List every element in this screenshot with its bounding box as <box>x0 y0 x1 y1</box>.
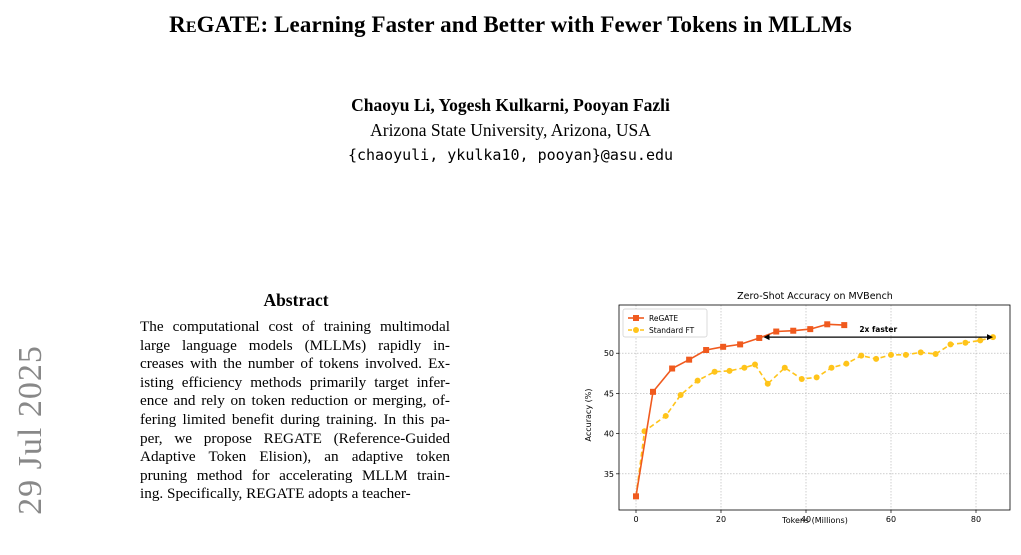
standard-ft-point <box>741 364 748 371</box>
affiliation: Arizona State University, Arizona, USA <box>370 120 651 140</box>
standard-ft-point <box>843 360 850 367</box>
regate-point <box>773 328 780 335</box>
legend-marker-0 <box>633 315 639 321</box>
standard-ft-point <box>677 392 684 399</box>
x-tick-label: 60 <box>886 515 896 524</box>
y-tick-label: 40 <box>604 430 614 439</box>
standard-ft-point <box>902 351 909 358</box>
abstract-line: isting efficiency methods primarily targ… <box>140 373 450 391</box>
series-line-0 <box>635 323 845 497</box>
abstract-line: per, we propose REGATE (Reference-Guided <box>140 429 450 447</box>
x-tick-label: 40 <box>801 515 811 524</box>
chart-title: Zero-Shot Accuracy on MVBench <box>737 291 893 302</box>
regate-point <box>650 388 656 395</box>
standard-ft-point <box>932 351 939 358</box>
regate-point <box>737 341 744 348</box>
title-rest: GATE: Learning Faster and Better with Fe… <box>196 12 852 37</box>
standard-ft-point <box>764 380 771 387</box>
standard-ft-point <box>798 375 805 382</box>
standard-ft-point <box>990 334 996 341</box>
standard-ft-point <box>813 374 820 381</box>
standard-ft-point <box>726 367 733 374</box>
x-tick-label: 20 <box>716 515 726 524</box>
legend: ReGATE Standard FT <box>622 308 708 338</box>
standard-ft-point <box>977 337 984 344</box>
standard-ft-point <box>947 341 954 348</box>
standard-ft-point <box>828 364 835 371</box>
annotation-layer: 2x faster <box>763 325 993 341</box>
regate-point <box>841 322 848 329</box>
y-tick-label: 35 <box>604 470 614 479</box>
grid-lines <box>619 305 1010 510</box>
regate-point <box>720 343 727 350</box>
regate-point <box>824 321 831 328</box>
plot-frame <box>618 304 1011 511</box>
speedup-annotation-label: 2x faster <box>859 325 897 334</box>
accuracy-figure: Zero-Shot Accuracy on MVBench 2x faster … <box>560 282 1020 532</box>
regate-point <box>669 365 676 372</box>
abstract-heading: Abstract <box>263 290 329 310</box>
paper-title: ReGATE: Learning Faster and Better with … <box>0 12 1021 38</box>
abstract-line: large language models (MLLMs) rapidly in… <box>140 336 450 354</box>
y-tick-label: 50 <box>604 349 614 358</box>
title-small-caps: e <box>185 12 197 37</box>
standard-ft-point <box>873 355 880 362</box>
arxiv-date-stamp: 29 Jul 2025 <box>12 345 49 515</box>
x-axis-label: Tokens (Millions) <box>781 516 848 525</box>
author-emails: {chaoyuli, ykulka10, pooyan}@asu.edu <box>347 146 674 164</box>
abstract-line: ing. Specifically, REGATE adopts a teach… <box>140 485 411 503</box>
abstract-body: The computational cost of training multi… <box>140 318 450 555</box>
standard-ft-point <box>662 412 669 419</box>
regate-point <box>756 334 763 341</box>
speedup-arrow-right-head <box>987 334 993 341</box>
standard-ft-point <box>917 349 924 356</box>
title-lead-caps: R <box>169 12 186 37</box>
regate-point <box>686 356 693 363</box>
accuracy-chart: Zero-Shot Accuracy on MVBench 2x faster … <box>584 291 1011 525</box>
abstract-line: fering limited benefit during training. … <box>140 410 450 428</box>
regate-point <box>703 347 710 354</box>
standard-ft-point <box>888 351 894 358</box>
standard-ft-point <box>752 361 758 368</box>
abstract-line: Adaptive Token Elision), an adaptive tok… <box>140 448 450 466</box>
standard-ft-point <box>858 352 865 359</box>
legend-label-0: ReGATE <box>649 314 678 323</box>
x-tick-label: 80 <box>971 515 981 524</box>
standard-ft-point <box>781 364 788 371</box>
abstract-line: ence and rely on token reduction or merg… <box>140 392 450 410</box>
y-axis-label: Accuracy (%) <box>584 389 593 442</box>
regate-point <box>790 327 797 334</box>
standard-ft-point <box>694 377 701 384</box>
abstract-line: The computational cost of training multi… <box>140 318 450 335</box>
axis-ticks: 0 20 40 60 80 35 40 45 50 <box>604 349 981 524</box>
abstract-line: pruning method for accelerating MLLM tra… <box>140 466 450 484</box>
standard-ft-point <box>711 368 718 375</box>
legend-marker-1 <box>633 327 639 333</box>
speedup-arrow-left-head <box>763 334 770 341</box>
standard-ft-point <box>962 339 969 346</box>
x-tick-label: 0 <box>633 515 638 524</box>
author-list: Chaoyu Li, Yogesh Kulkarni, Pooyan Fazli <box>351 95 670 115</box>
regate-point <box>633 493 639 500</box>
series-lines <box>633 321 996 500</box>
y-tick-label: 45 <box>604 389 614 398</box>
abstract-line: creases with the number of tokens involv… <box>140 355 450 373</box>
legend-label-1: Standard FT <box>649 326 695 335</box>
regate-point <box>807 326 814 333</box>
